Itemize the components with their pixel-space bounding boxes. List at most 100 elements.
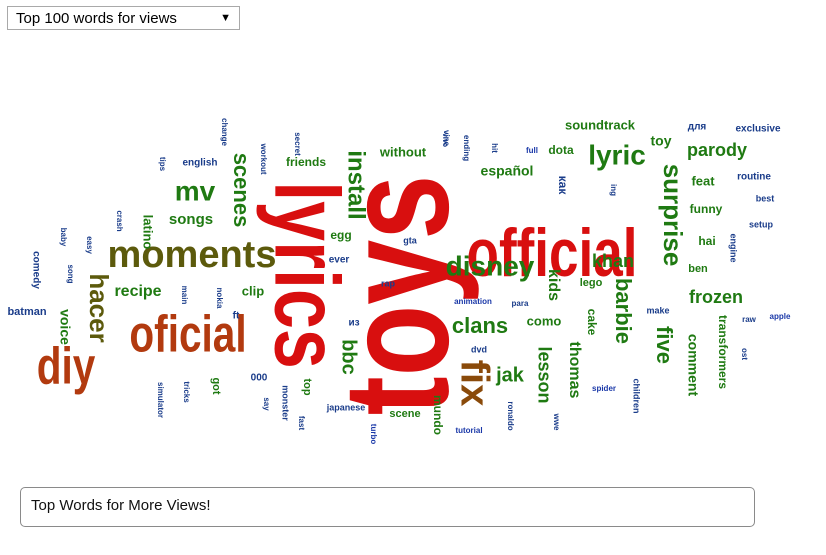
cloud-word: из	[348, 318, 359, 329]
cloud-word: wwe	[552, 413, 561, 431]
cloud-word: secret	[293, 132, 302, 156]
cloud-word: ronaldo	[506, 401, 515, 430]
cloud-word: diy	[37, 337, 96, 395]
cloud-word: spider	[592, 384, 616, 393]
cloud-word: dvd	[471, 344, 487, 354]
cloud-word: make	[646, 305, 669, 315]
cloud-word: fix	[452, 360, 496, 407]
cloud-word: friends	[286, 155, 326, 169]
cloud-word: comedy	[30, 251, 41, 289]
cloud-word: для	[688, 122, 707, 133]
cloud-word: dota	[548, 143, 574, 157]
cloud-word: without	[379, 144, 427, 159]
cloud-word: ost	[740, 348, 749, 360]
cloud-word: fast	[297, 416, 306, 431]
cloud-word: animation	[454, 297, 492, 306]
cloud-word: thomas	[566, 342, 583, 399]
cloud-word: frozen	[689, 287, 743, 307]
cloud-word: para	[512, 299, 529, 308]
cloud-word: recipe	[114, 283, 161, 300]
cloud-word: best	[756, 193, 775, 203]
cloud-word: ending	[462, 135, 471, 161]
cloud-word: change	[220, 118, 229, 147]
cloud-word: cake	[585, 309, 599, 336]
cloud-word: top	[301, 378, 313, 395]
cloud-word: raw	[742, 315, 757, 324]
cloud-word: ft	[233, 311, 240, 322]
cloud-word: hit	[490, 143, 499, 153]
cloud-word: toys	[312, 175, 480, 416]
cloud-word: hacer	[84, 273, 114, 342]
cloud-word: voice	[57, 309, 73, 345]
cloud-word: khan	[592, 251, 634, 271]
cloud-word: song	[66, 264, 75, 283]
cloud-word: toy	[651, 133, 672, 149]
cloud-word: latino	[141, 215, 156, 250]
cloud-word: workout	[259, 142, 268, 174]
cloud-word: clans	[452, 313, 508, 338]
cloud-word: comment	[685, 334, 701, 397]
cloud-word: children	[632, 378, 642, 413]
cloud-word: english	[182, 158, 217, 169]
cloud-word: tips	[158, 157, 167, 172]
cloud-word: setup	[749, 219, 774, 229]
cloud-word: turbo	[369, 424, 378, 445]
caption-text: Top Words for More Views!	[31, 497, 211, 514]
cloud-word: barbie	[611, 278, 636, 344]
cloud-word: full	[526, 146, 538, 155]
cloud-word: batman	[7, 306, 46, 318]
cloud-word: say	[262, 397, 271, 411]
cloud-word: songs	[169, 211, 213, 228]
cloud-word: gta	[403, 235, 417, 245]
cloud-word: lego	[580, 277, 603, 289]
cloud-word: simulator	[156, 382, 165, 418]
cloud-word: vivo	[441, 133, 448, 147]
cloud-word: como	[527, 313, 562, 328]
cloud-word: feat	[691, 173, 715, 188]
cloud-word: apple	[770, 312, 791, 321]
cloud-word: engine	[729, 233, 739, 262]
cloud-word: scene	[389, 408, 420, 420]
cloud-word: clip	[242, 283, 264, 298]
cloud-word: bbc	[338, 339, 360, 375]
cloud-word: jak	[495, 364, 525, 386]
cloud-word: hai	[698, 234, 715, 248]
chevron-down-icon: ▼	[220, 12, 231, 24]
cloud-word: crash	[115, 210, 124, 231]
cloud-word: tutorial	[455, 426, 482, 435]
cloud-word: ing	[609, 184, 618, 196]
word-cloud: toys lyrics official oficial diy fix moments ha…	[0, 30, 826, 470]
cloud-word: 000	[251, 373, 268, 384]
cloud-word: install	[343, 150, 370, 219]
cloud-word: lyric	[588, 139, 646, 170]
cloud-word: routine	[737, 172, 771, 183]
cloud-word: ever	[329, 255, 350, 266]
word-count-dropdown[interactable]: Top 100 words for views ▼	[7, 6, 240, 30]
cloud-word: vine	[442, 130, 451, 147]
cloud-word: как	[556, 176, 570, 196]
cloud-word: exclusive	[735, 124, 780, 135]
cloud-word: easy	[85, 236, 94, 254]
cloud-word: got	[210, 377, 222, 394]
cloud-word: lesson	[534, 346, 554, 403]
cloud-word: main	[180, 286, 189, 305]
cloud-word: japanese	[326, 402, 366, 412]
cloud-word: ben	[688, 263, 708, 275]
cloud-word: mundo	[431, 395, 445, 435]
cloud-word: oficial	[129, 305, 246, 363]
cloud-word: rap	[381, 278, 396, 288]
caption-text-field[interactable]: Top Words for More Views!	[20, 487, 755, 527]
cloud-word: surprise	[658, 164, 688, 267]
cloud-word: kids	[545, 269, 562, 301]
cloud-word: tricks	[182, 381, 191, 403]
cloud-word: lyrics	[256, 181, 359, 369]
cloud-word: soundtrack	[565, 117, 636, 132]
dropdown-selected-label: Top 100 words for views	[16, 9, 177, 27]
cloud-word: five	[652, 326, 677, 364]
cloud-word: mv	[175, 175, 216, 206]
cloud-word: nokia	[215, 288, 224, 309]
cloud-word: baby	[59, 228, 68, 247]
cloud-word: disney	[446, 250, 535, 281]
cloud-word: monster	[281, 385, 291, 421]
